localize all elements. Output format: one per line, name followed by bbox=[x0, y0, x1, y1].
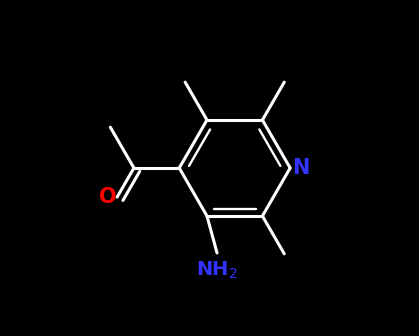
Text: N: N bbox=[292, 158, 310, 178]
Text: NH$_2$: NH$_2$ bbox=[196, 260, 238, 281]
Text: O: O bbox=[99, 187, 116, 207]
